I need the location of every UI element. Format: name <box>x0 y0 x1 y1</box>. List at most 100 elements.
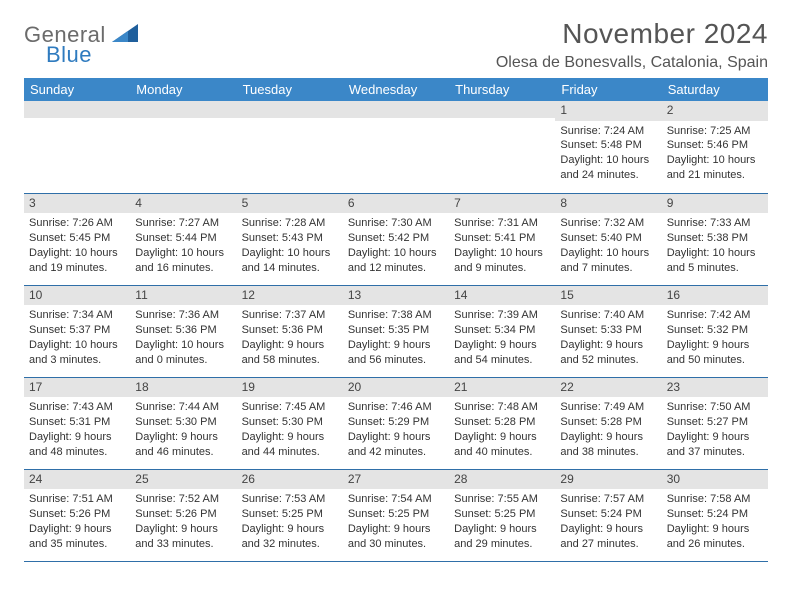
sunrise-text: Sunrise: 7:25 AM <box>667 124 763 139</box>
sunrise-text: Sunrise: 7:30 AM <box>348 216 444 231</box>
calendar-day-cell: 3Sunrise: 7:26 AMSunset: 5:45 PMDaylight… <box>24 193 130 285</box>
daylight-text: Daylight: 9 hours and 48 minutes. <box>29 430 125 460</box>
sunset-text: Sunset: 5:27 PM <box>667 415 763 430</box>
calendar-day-cell: 17Sunrise: 7:43 AMSunset: 5:31 PMDayligh… <box>24 377 130 469</box>
daylight-text: Daylight: 9 hours and 54 minutes. <box>454 338 550 368</box>
day-number: 8 <box>555 194 661 214</box>
day-details: Sunrise: 7:54 AMSunset: 5:25 PMDaylight:… <box>343 489 449 555</box>
daylight-text: Daylight: 10 hours and 14 minutes. <box>242 246 338 276</box>
calendar-day-cell: 2Sunrise: 7:25 AMSunset: 5:46 PMDaylight… <box>662 101 768 193</box>
day-details: Sunrise: 7:32 AMSunset: 5:40 PMDaylight:… <box>555 213 661 279</box>
calendar-day-cell: 23Sunrise: 7:50 AMSunset: 5:27 PMDayligh… <box>662 377 768 469</box>
sunrise-text: Sunrise: 7:51 AM <box>29 492 125 507</box>
sunrise-text: Sunrise: 7:53 AM <box>242 492 338 507</box>
calendar-day-cell <box>24 101 130 193</box>
calendar-page: General Blue November 2024 Olesa de Bone… <box>0 0 792 572</box>
calendar-day-cell: 22Sunrise: 7:49 AMSunset: 5:28 PMDayligh… <box>555 377 661 469</box>
sunrise-text: Sunrise: 7:45 AM <box>242 400 338 415</box>
day-number: 10 <box>24 286 130 306</box>
calendar-day-cell <box>449 101 555 193</box>
daylight-text: Daylight: 9 hours and 56 minutes. <box>348 338 444 368</box>
day-number <box>449 101 555 118</box>
sunrise-text: Sunrise: 7:50 AM <box>667 400 763 415</box>
day-details <box>449 118 555 178</box>
day-details: Sunrise: 7:37 AMSunset: 5:36 PMDaylight:… <box>237 305 343 371</box>
daylight-text: Daylight: 9 hours and 33 minutes. <box>135 522 231 552</box>
sunrise-text: Sunrise: 7:55 AM <box>454 492 550 507</box>
calendar-day-cell: 27Sunrise: 7:54 AMSunset: 5:25 PMDayligh… <box>343 469 449 561</box>
day-number: 6 <box>343 194 449 214</box>
day-details: Sunrise: 7:42 AMSunset: 5:32 PMDaylight:… <box>662 305 768 371</box>
day-number: 21 <box>449 378 555 398</box>
day-number: 14 <box>449 286 555 306</box>
sunrise-text: Sunrise: 7:46 AM <box>348 400 444 415</box>
day-number: 27 <box>343 470 449 490</box>
daylight-text: Daylight: 10 hours and 3 minutes. <box>29 338 125 368</box>
calendar-week-row: 17Sunrise: 7:43 AMSunset: 5:31 PMDayligh… <box>24 377 768 469</box>
sunset-text: Sunset: 5:24 PM <box>560 507 656 522</box>
weekday-header: Sunday Monday Tuesday Wednesday Thursday… <box>24 78 768 101</box>
calendar-day-cell: 11Sunrise: 7:36 AMSunset: 5:36 PMDayligh… <box>130 285 236 377</box>
brand-logo: General Blue <box>24 18 138 68</box>
sunrise-text: Sunrise: 7:40 AM <box>560 308 656 323</box>
day-details: Sunrise: 7:46 AMSunset: 5:29 PMDaylight:… <box>343 397 449 463</box>
title-block: November 2024 Olesa de Bonesvalls, Catal… <box>496 18 768 72</box>
day-details: Sunrise: 7:45 AMSunset: 5:30 PMDaylight:… <box>237 397 343 463</box>
sunset-text: Sunset: 5:34 PM <box>454 323 550 338</box>
day-details: Sunrise: 7:36 AMSunset: 5:36 PMDaylight:… <box>130 305 236 371</box>
sunset-text: Sunset: 5:25 PM <box>242 507 338 522</box>
sunset-text: Sunset: 5:36 PM <box>242 323 338 338</box>
calendar-day-cell: 29Sunrise: 7:57 AMSunset: 5:24 PMDayligh… <box>555 469 661 561</box>
sunset-text: Sunset: 5:26 PM <box>135 507 231 522</box>
sunset-text: Sunset: 5:29 PM <box>348 415 444 430</box>
calendar-table: Sunday Monday Tuesday Wednesday Thursday… <box>24 78 768 562</box>
sunset-text: Sunset: 5:32 PM <box>667 323 763 338</box>
sunrise-text: Sunrise: 7:32 AM <box>560 216 656 231</box>
sunset-text: Sunset: 5:38 PM <box>667 231 763 246</box>
day-number: 9 <box>662 194 768 214</box>
daylight-text: Daylight: 10 hours and 24 minutes. <box>560 153 656 183</box>
sunrise-text: Sunrise: 7:33 AM <box>667 216 763 231</box>
day-details: Sunrise: 7:57 AMSunset: 5:24 PMDaylight:… <box>555 489 661 555</box>
day-details: Sunrise: 7:24 AMSunset: 5:48 PMDaylight:… <box>555 121 661 187</box>
calendar-day-cell: 4Sunrise: 7:27 AMSunset: 5:44 PMDaylight… <box>130 193 236 285</box>
day-details: Sunrise: 7:55 AMSunset: 5:25 PMDaylight:… <box>449 489 555 555</box>
day-number: 7 <box>449 194 555 214</box>
brand-text: General Blue <box>24 22 106 68</box>
sunset-text: Sunset: 5:25 PM <box>348 507 444 522</box>
sunset-text: Sunset: 5:35 PM <box>348 323 444 338</box>
weekday-col: Sunday <box>24 78 130 101</box>
calendar-week-row: 10Sunrise: 7:34 AMSunset: 5:37 PMDayligh… <box>24 285 768 377</box>
day-number: 23 <box>662 378 768 398</box>
sunrise-text: Sunrise: 7:39 AM <box>454 308 550 323</box>
calendar-day-cell: 18Sunrise: 7:44 AMSunset: 5:30 PMDayligh… <box>130 377 236 469</box>
weekday-col: Wednesday <box>343 78 449 101</box>
calendar-day-cell: 26Sunrise: 7:53 AMSunset: 5:25 PMDayligh… <box>237 469 343 561</box>
daylight-text: Daylight: 9 hours and 37 minutes. <box>667 430 763 460</box>
sunrise-text: Sunrise: 7:49 AM <box>560 400 656 415</box>
calendar-day-cell: 12Sunrise: 7:37 AMSunset: 5:36 PMDayligh… <box>237 285 343 377</box>
calendar-day-cell: 10Sunrise: 7:34 AMSunset: 5:37 PMDayligh… <box>24 285 130 377</box>
day-number: 13 <box>343 286 449 306</box>
calendar-day-cell: 21Sunrise: 7:48 AMSunset: 5:28 PMDayligh… <box>449 377 555 469</box>
daylight-text: Daylight: 9 hours and 58 minutes. <box>242 338 338 368</box>
day-details: Sunrise: 7:33 AMSunset: 5:38 PMDaylight:… <box>662 213 768 279</box>
daylight-text: Daylight: 10 hours and 9 minutes. <box>454 246 550 276</box>
calendar-day-cell: 14Sunrise: 7:39 AMSunset: 5:34 PMDayligh… <box>449 285 555 377</box>
sunrise-text: Sunrise: 7:24 AM <box>560 124 656 139</box>
day-details: Sunrise: 7:39 AMSunset: 5:34 PMDaylight:… <box>449 305 555 371</box>
calendar-day-cell: 20Sunrise: 7:46 AMSunset: 5:29 PMDayligh… <box>343 377 449 469</box>
daylight-text: Daylight: 9 hours and 46 minutes. <box>135 430 231 460</box>
daylight-text: Daylight: 10 hours and 5 minutes. <box>667 246 763 276</box>
sunset-text: Sunset: 5:42 PM <box>348 231 444 246</box>
sunset-text: Sunset: 5:28 PM <box>454 415 550 430</box>
calendar-day-cell: 8Sunrise: 7:32 AMSunset: 5:40 PMDaylight… <box>555 193 661 285</box>
day-number <box>130 101 236 118</box>
day-number: 16 <box>662 286 768 306</box>
brand-triangle-icon <box>112 24 138 42</box>
sunset-text: Sunset: 5:25 PM <box>454 507 550 522</box>
day-details: Sunrise: 7:34 AMSunset: 5:37 PMDaylight:… <box>24 305 130 371</box>
day-details: Sunrise: 7:50 AMSunset: 5:27 PMDaylight:… <box>662 397 768 463</box>
calendar-week-row: 24Sunrise: 7:51 AMSunset: 5:26 PMDayligh… <box>24 469 768 561</box>
day-details: Sunrise: 7:51 AMSunset: 5:26 PMDaylight:… <box>24 489 130 555</box>
